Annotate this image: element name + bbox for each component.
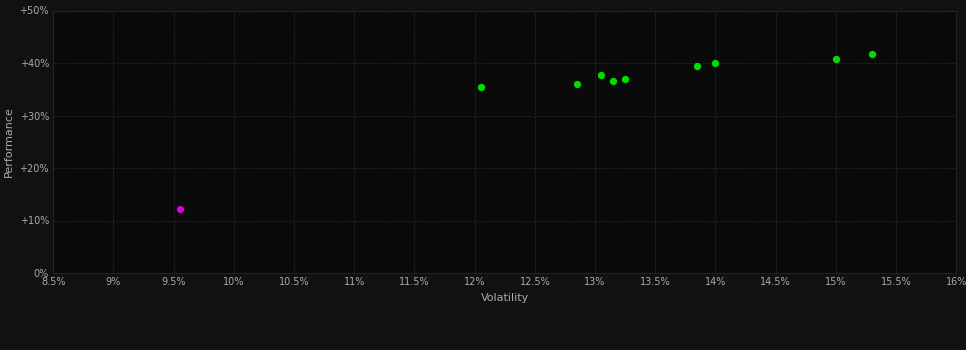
Point	[569, 81, 584, 87]
X-axis label: Volatility: Volatility	[481, 293, 528, 303]
Point	[172, 206, 187, 212]
Point	[708, 60, 724, 66]
Point	[473, 84, 489, 90]
Point	[828, 56, 843, 62]
Y-axis label: Performance: Performance	[4, 106, 14, 177]
Point	[606, 79, 621, 84]
Point	[690, 63, 705, 69]
Point	[593, 72, 609, 77]
Point	[865, 51, 880, 56]
Point	[617, 76, 633, 82]
